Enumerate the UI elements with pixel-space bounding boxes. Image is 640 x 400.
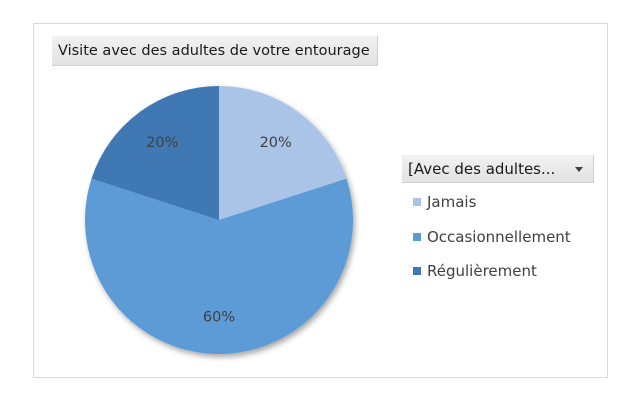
chart-title: Visite avec des adultes de votre entoura… — [58, 43, 370, 59]
legend-swatch-occasionnellement — [413, 233, 421, 241]
legend-swatch-jamais — [413, 198, 421, 206]
data-label-regulierement: 20% — [146, 135, 178, 151]
legend-item-regulierement: Régulièrement — [413, 261, 537, 281]
legend-label-occasionnellement: Occasionnellement — [427, 228, 571, 246]
legend-filter-label: [Avec des adultes... — [408, 160, 556, 178]
pie-slice-occasionnellement[interactable] — [84, 178, 353, 355]
legend-item-jamais: Jamais — [413, 192, 476, 212]
pie-slice-jamais[interactable] — [219, 86, 347, 220]
data-label-jamais: 20% — [260, 135, 292, 151]
legend-label-regulierement: Régulièrement — [427, 262, 537, 280]
legend-label-jamais: Jamais — [427, 193, 477, 211]
legend-item-occasionnellement: Occasionnellement — [413, 227, 571, 247]
pie-slice-regulierement[interactable] — [91, 86, 219, 220]
legend-swatch-regulierement — [413, 267, 421, 275]
chart-title-field-button[interactable]: Visite avec des adultes de votre entoura… — [52, 36, 378, 66]
caret-down-icon — [575, 167, 583, 172]
data-label-occasionnellement: 60% — [203, 309, 235, 325]
legend-filter-dropdown[interactable]: [Avec des adultes... — [402, 155, 594, 183]
